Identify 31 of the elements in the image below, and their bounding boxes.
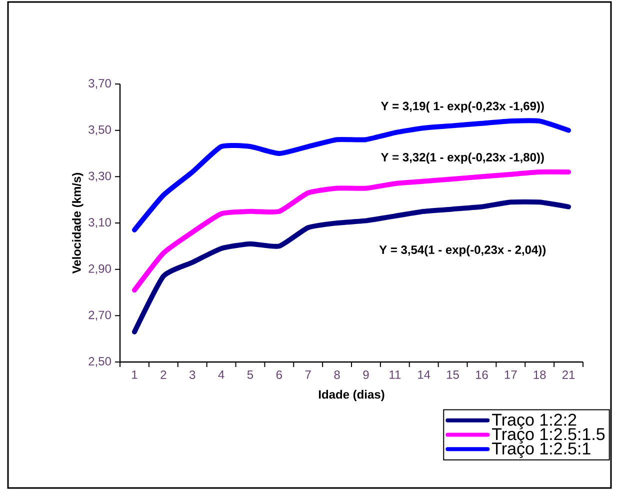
annotation: Y = 3,19( 1- exp(-0,23x -1,69)) — [380, 101, 544, 113]
y-tick-label: 3,70 — [88, 79, 112, 89]
x-tick-label: 7 — [305, 370, 311, 379]
x-tick-label: 5 — [247, 370, 254, 379]
y-tick-label: 2,90 — [88, 264, 112, 274]
x-tick-label: 2 — [160, 370, 166, 379]
x-tick-label: 3 — [189, 370, 196, 380]
y-tick-label: 3,10 — [88, 218, 112, 228]
y-axis-title: Velocidade (km/s) — [72, 172, 84, 274]
x-tick-label: 14 — [418, 370, 430, 379]
x-tick-label: 11 — [390, 370, 401, 379]
x-tick-label: 6 — [276, 370, 282, 380]
x-axis-title: Idade (dias) — [318, 390, 384, 402]
legend-label: Traço 1:2.5:1.5 — [492, 428, 605, 444]
y-tick-label: 3,50 — [88, 125, 112, 136]
y-tick-label: 2,70 — [88, 310, 112, 321]
x-tick-label: 9 — [363, 370, 369, 380]
x-tick-label: 15 — [447, 370, 459, 379]
x-tick-label: 17 — [504, 370, 517, 379]
x-tick-label: 21 — [562, 370, 575, 379]
x-tick-label: 4 — [218, 370, 224, 379]
x-tick-label: 8 — [334, 370, 340, 380]
y-tick-label: 3,30 — [88, 172, 112, 182]
annotation: Y = 3,54(1 - exp(-0,23x - 2,04)) — [379, 245, 546, 256]
legend-label: Traço 1:2:2 — [492, 414, 576, 430]
x-tick-label: 18 — [534, 370, 546, 380]
y-tick-label: 2,50 — [88, 357, 112, 367]
x-tick-label: 16 — [476, 370, 488, 380]
legend-label: Traço 1:2.5:1 — [492, 442, 590, 458]
annotation: Y = 3,32(1 - exp(-0,23x -1,80)) — [380, 152, 544, 164]
x-tick-label: 1 — [132, 370, 138, 379]
